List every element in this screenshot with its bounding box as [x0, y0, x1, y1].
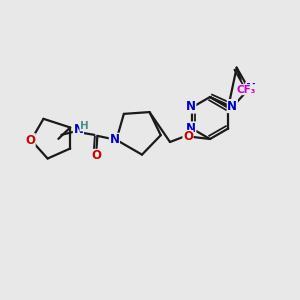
Text: O: O: [25, 134, 35, 147]
Text: N: N: [227, 100, 237, 112]
Text: CF₃: CF₃: [237, 85, 256, 95]
Text: N: N: [110, 134, 119, 146]
Text: N: N: [74, 123, 83, 136]
Text: N: N: [246, 82, 256, 95]
Text: O: O: [183, 130, 193, 143]
Text: H: H: [80, 121, 89, 131]
Text: N: N: [186, 122, 196, 135]
Text: N: N: [186, 100, 196, 113]
Text: O: O: [92, 149, 101, 162]
